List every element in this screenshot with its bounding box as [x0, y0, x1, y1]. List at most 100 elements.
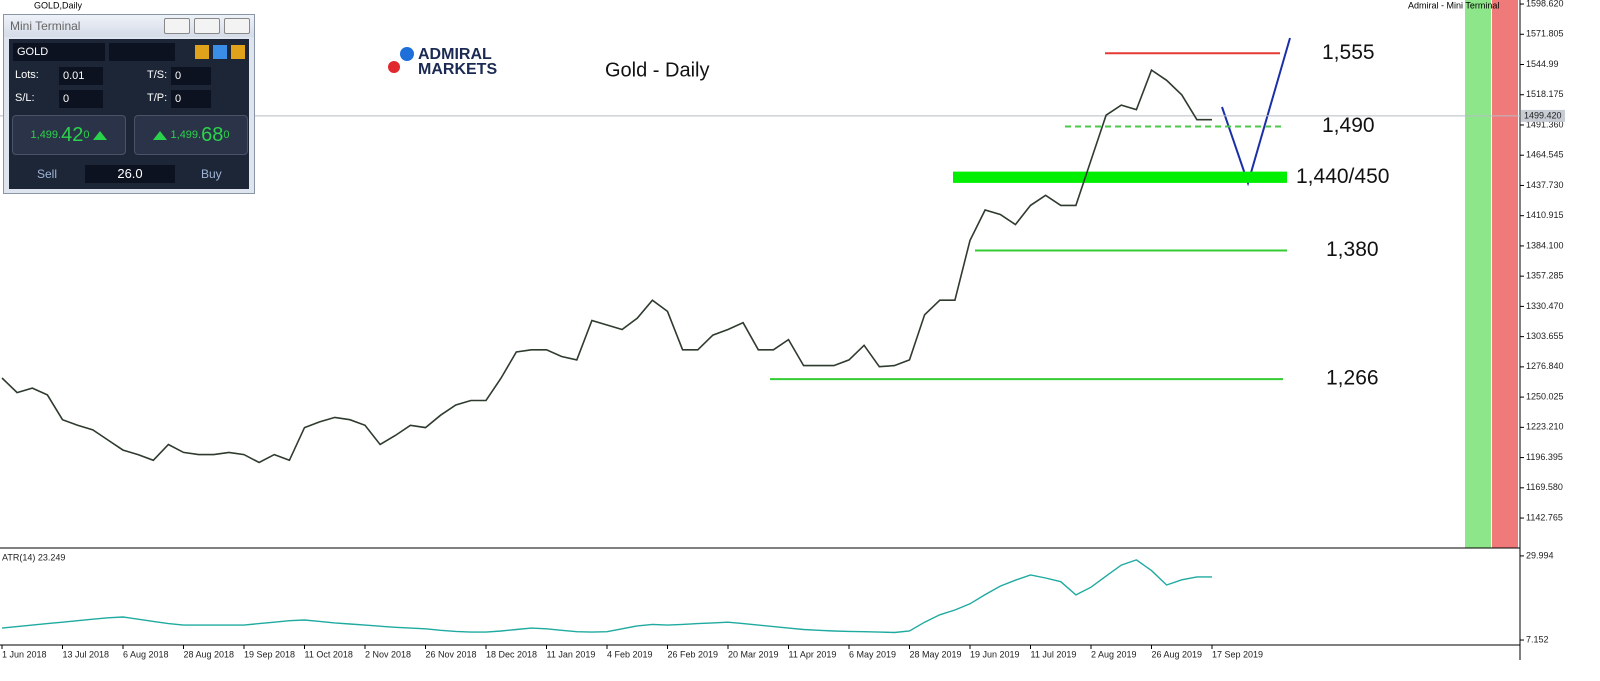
x-tick-label: 6 Aug 2018: [123, 649, 169, 659]
x-tick-label: 28 Aug 2018: [184, 649, 235, 659]
x-tick-label: 11 Oct 2018: [305, 649, 353, 659]
y-tick-label: 1303.655: [1526, 331, 1564, 341]
symbol-select[interactable]: GOLD: [13, 43, 105, 61]
atr-line: [1, 559, 1212, 634]
sell-price-prefix: 1,499.: [30, 129, 62, 141]
buy-price-big: 68: [201, 123, 224, 146]
y-tick-label: 1142.765: [1526, 512, 1563, 522]
y-tick-label: 1571.805: [1526, 29, 1564, 39]
y-tick-label: 1223.210: [1526, 422, 1564, 432]
sell-button[interactable]: Sell: [37, 167, 58, 181]
logo-text: MARKETS: [418, 61, 497, 78]
y-tick-label: 1276.840: [1526, 361, 1564, 371]
last-price-box: [1521, 109, 1565, 122]
y-tick-label: 1544.99: [1526, 59, 1559, 69]
buy-price-prefix: 1,499.: [170, 129, 202, 141]
buy-button[interactable]: Buy: [201, 167, 222, 181]
level-label: 1,380: [1326, 238, 1379, 261]
x-tick-label: 19 Sep 2018: [244, 649, 295, 659]
sell-price-small: 0: [83, 129, 90, 141]
x-tick-label: 11 Jul 2019: [1031, 649, 1077, 659]
minimize-button[interactable]: [164, 18, 190, 34]
maximize-button[interactable]: [194, 18, 220, 34]
up-arrow: [93, 130, 108, 140]
mini-terminal-body: GOLD Lots: 0.01 T/S: 0 S/L: 0 T/P: 0 1,4…: [9, 39, 249, 189]
x-tick-label: 17 Sep 2019: [1212, 649, 1263, 659]
y-tick-label: 1169.580: [1526, 482, 1563, 492]
logo-dot-blue: [400, 47, 414, 61]
x-tick-label: 26 Nov 2018: [426, 649, 477, 659]
tool-button[interactable]: [195, 45, 209, 59]
y-tick-label: 1330.470: [1526, 301, 1564, 311]
y-tick-label: 7.152: [1526, 634, 1549, 644]
level-label: 1,266: [1326, 367, 1379, 390]
y-tick-label: 1437.730: [1526, 180, 1564, 190]
y-tick-label: 1357.285: [1526, 271, 1564, 281]
tp-label: T/P:: [147, 92, 168, 104]
last-price-label: 1499.420: [1524, 110, 1562, 120]
settings-button[interactable]: [213, 45, 227, 59]
x-tick-label: 18 Dec 2018: [486, 649, 537, 659]
price-line: [1, 68, 1212, 464]
y-tick-label: 1196.395: [1526, 452, 1563, 462]
y-tick-label: 1598.620: [1526, 0, 1564, 8]
y-tick-label: 1491.360: [1526, 119, 1564, 129]
logo-text: ADMIRAL: [418, 46, 492, 63]
x-tick-label: 1 Jun 2018: [2, 649, 47, 659]
sl-input[interactable]: 0: [59, 90, 103, 108]
indicator-title: ATR(14) 23.249: [2, 552, 65, 562]
x-tick-label: 19 Jun 2019: [970, 649, 1020, 659]
y-tick-label: 1384.100: [1526, 240, 1564, 250]
spread-field: 26.0: [85, 165, 175, 183]
y-tick-label: 1518.175: [1526, 89, 1564, 99]
x-tick-label: 2 Nov 2018: [365, 649, 411, 659]
close-button[interactable]: [224, 18, 250, 34]
ts-input[interactable]: 0: [171, 67, 211, 85]
sl-label: S/L:: [15, 92, 35, 104]
lots-input[interactable]: 0.01: [59, 67, 103, 85]
x-tick-label: 11 Apr 2019: [789, 649, 837, 659]
y-tick-label: 1250.025: [1526, 391, 1564, 401]
x-tick-label: 13 Jul 2018: [63, 649, 110, 659]
buy-price-small: 0: [223, 129, 230, 141]
level-label: 1,555: [1322, 41, 1375, 64]
symbol-field[interactable]: [109, 43, 175, 61]
terminal-caption: Admiral - Mini Terminal: [1408, 0, 1499, 10]
strip-red: [1492, 0, 1518, 548]
projection-path: [1221, 37, 1291, 187]
x-tick-label: 26 Aug 2019: [1152, 649, 1203, 659]
x-tick-label: 6 May 2019: [849, 649, 896, 659]
x-tick-label: 26 Feb 2019: [668, 649, 719, 659]
window-buttons: [164, 18, 250, 34]
x-tick-label: 11 Jan 2019: [547, 649, 596, 659]
tp-input[interactable]: 0: [171, 90, 211, 108]
y-tick-label: 29.994: [1526, 550, 1554, 560]
sell-quote[interactable]: 1,499. 42 0: [12, 115, 126, 155]
level-label: 1,490: [1322, 114, 1375, 137]
chart-title: Gold - Daily: [605, 59, 709, 81]
mini-terminal-caption: Mini Terminal: [4, 15, 254, 37]
y-tick-label: 1464.545: [1526, 150, 1564, 160]
sell-price-big: 42: [61, 123, 84, 146]
window-title: GOLD,Daily: [34, 0, 83, 10]
mini-terminal: Mini Terminal GOLD Lots: 0.01 T/S: 0 S/L…: [3, 14, 255, 194]
level-zone: [953, 171, 1287, 183]
buy-quote[interactable]: 1,499. 68 0: [134, 115, 248, 155]
x-tick-label: 2 Aug 2019: [1091, 649, 1137, 659]
y-tick-label: 1410.915: [1526, 210, 1564, 220]
up-arrow: [152, 130, 167, 140]
tool-button[interactable]: [231, 45, 245, 59]
x-tick-label: 28 May 2019: [910, 649, 962, 659]
mini-terminal-title: Mini Terminal: [10, 19, 81, 33]
ts-label: T/S:: [147, 69, 168, 81]
logo-dot-red: [388, 61, 400, 73]
x-tick-label: 20 Mar 2019: [728, 649, 779, 659]
lots-label: Lots:: [15, 69, 39, 81]
level-label: 1,440/450: [1296, 165, 1389, 188]
x-tick-label: 4 Feb 2019: [607, 649, 653, 659]
strip-green: [1465, 0, 1491, 548]
